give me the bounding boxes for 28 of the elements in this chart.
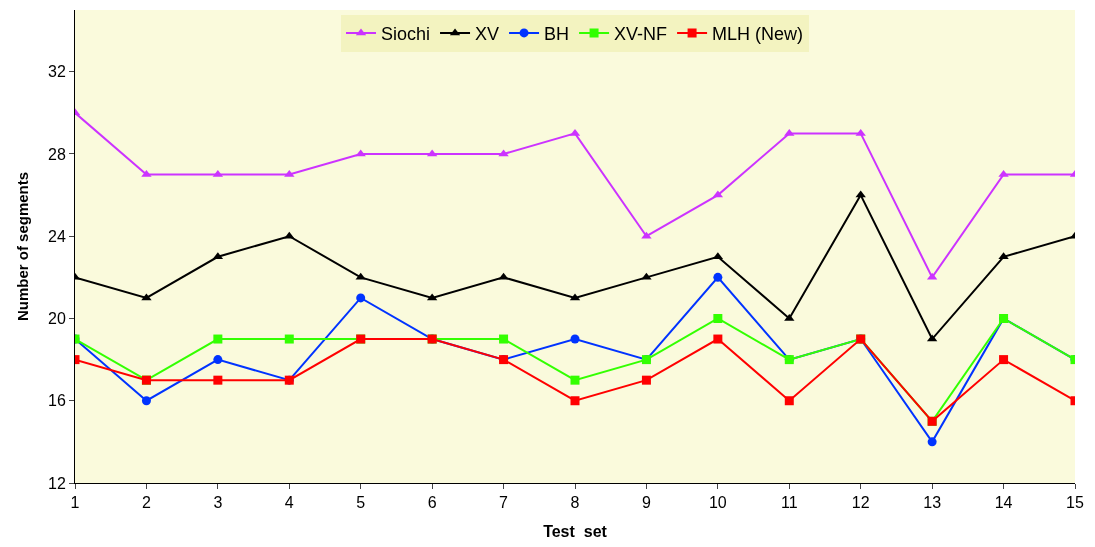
- x-tick-label: 2: [141, 494, 151, 512]
- x-tick-label: 12: [851, 494, 870, 512]
- x-tick-label: 1: [70, 494, 80, 512]
- x-tick-label: 6: [427, 494, 437, 512]
- x-tick-label: 9: [641, 494, 651, 512]
- legend-label: XV: [475, 23, 500, 44]
- x-axis-title: Test set: [543, 522, 608, 540]
- y-tick-label: 16: [48, 392, 66, 410]
- x-tick-label: 8: [570, 494, 580, 512]
- y-tick-label: 12: [48, 474, 66, 492]
- x-tick-label: 11: [780, 494, 798, 512]
- y-tick-label: 28: [48, 145, 66, 163]
- x-tick-label: 7: [499, 494, 509, 512]
- x-tick-label: 10: [708, 494, 727, 512]
- x-tick-label: 15: [1066, 494, 1084, 512]
- legend-label: XV-NF: [614, 23, 668, 44]
- legend-label: BH: [544, 23, 570, 44]
- y-axis-title: Number of segments: [14, 171, 32, 322]
- legend-label: MLH (New): [712, 23, 804, 44]
- y-tick-label: 32: [48, 63, 66, 81]
- x-tick-label: 3: [213, 494, 223, 512]
- y-tick-label: 20: [48, 310, 66, 328]
- x-tick-label: 13: [923, 494, 942, 512]
- x-tick-label: 4: [284, 494, 294, 512]
- y-tick-label: 24: [48, 227, 66, 245]
- x-tick-label: 14: [994, 494, 1013, 512]
- legend-label: Siochi: [381, 23, 431, 44]
- x-tick-label: 5: [356, 494, 366, 512]
